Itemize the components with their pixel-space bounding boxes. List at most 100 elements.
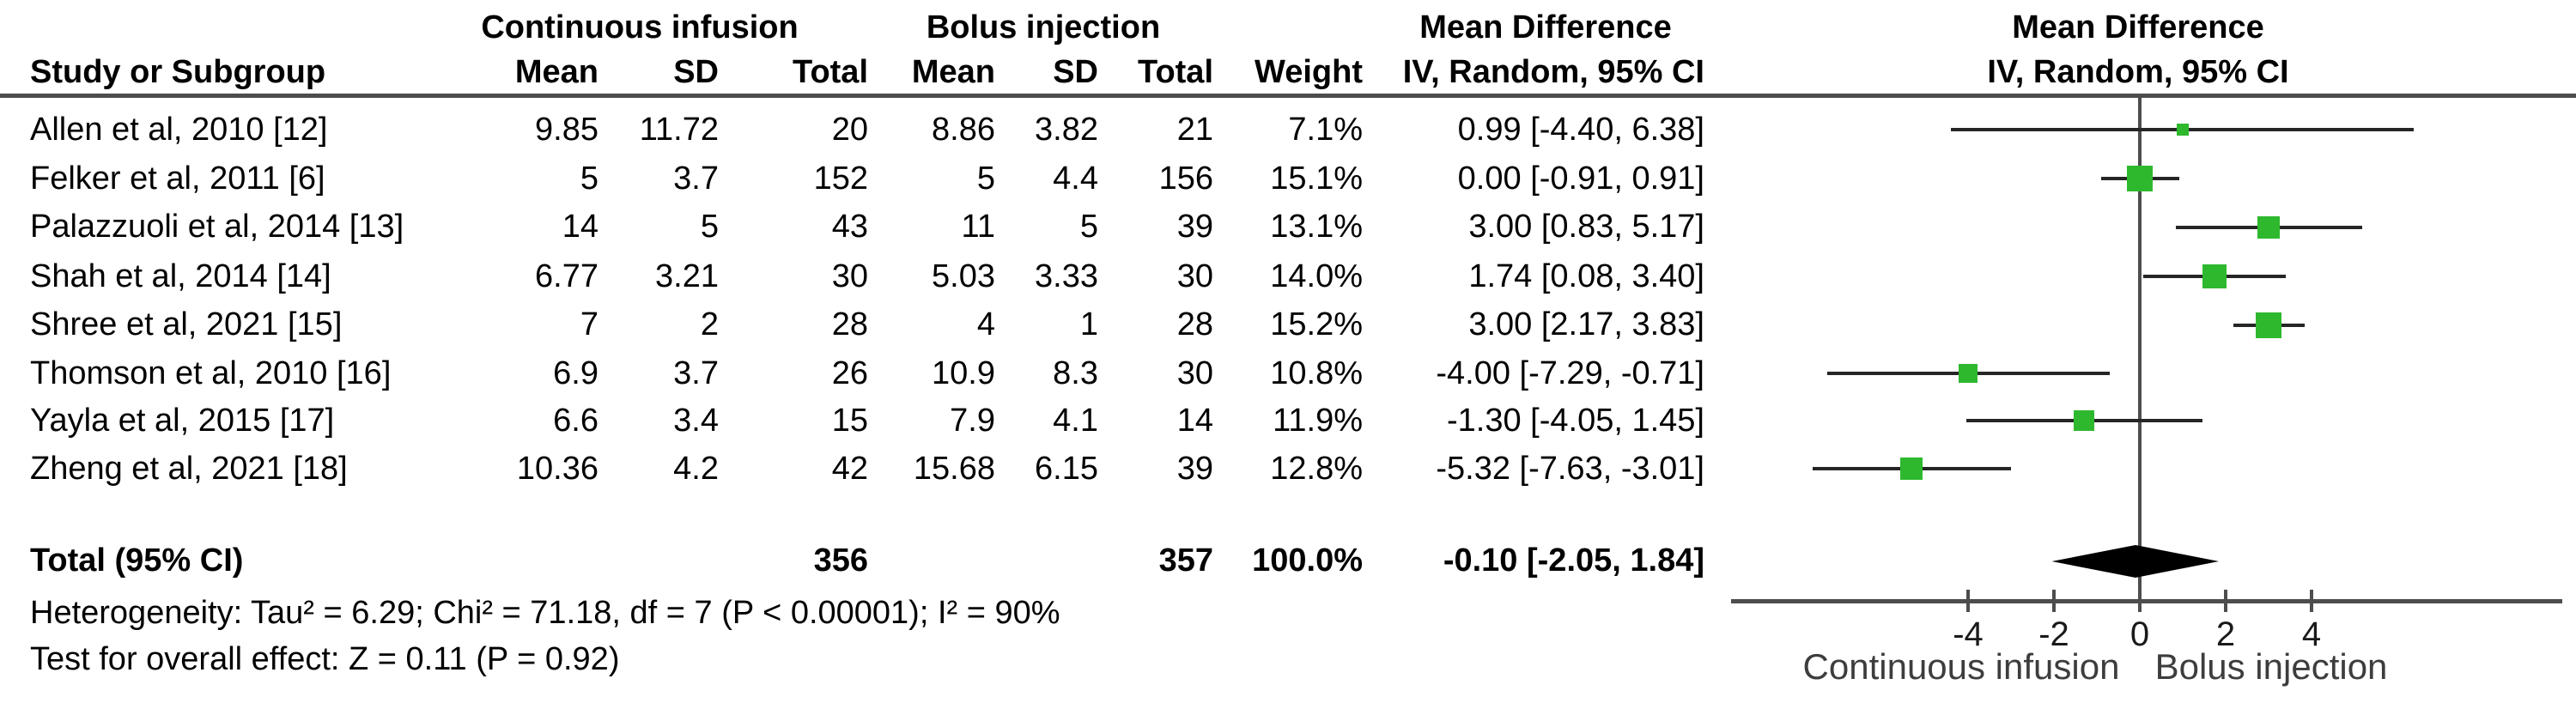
- study-label: Yayla et al, 2015 [17]: [30, 403, 335, 439]
- mean1-value: 14: [562, 209, 598, 245]
- total1-value: 152: [813, 161, 868, 197]
- effect-marker: [2074, 410, 2094, 431]
- mean1-value: 10.36: [516, 451, 598, 487]
- study-label: Palazzuoli et al, 2014 [13]: [30, 209, 404, 245]
- study-label: Zheng et al, 2021 [18]: [30, 451, 348, 487]
- mean2-value: 10.9: [932, 355, 995, 391]
- col-header-total1: Total: [793, 54, 868, 90]
- total2-sum: 357: [1158, 542, 1213, 579]
- overall-effect-text: Test for overall effect: Z = 0.11 (P = 0…: [30, 641, 620, 677]
- total2-value: 30: [1176, 355, 1213, 391]
- col-header-sd1: SD: [673, 54, 719, 90]
- sd1-value: 2: [700, 306, 719, 342]
- col-header-mean2: Mean: [911, 54, 995, 90]
- total1-sum: 356: [813, 542, 868, 579]
- ci-value: 1.74 [0.08, 3.40]: [1468, 258, 1704, 294]
- ci-value: 0.99 [-4.40, 6.38]: [1457, 112, 1704, 148]
- weight-value: 15.1%: [1270, 161, 1363, 197]
- heterogeneity-text: Heterogeneity: Tau² = 6.29; Chi² = 71.18…: [30, 595, 1060, 631]
- effect-marker: [1900, 457, 1923, 480]
- mean1-value: 6.9: [553, 355, 598, 391]
- mean2-value: 11: [961, 209, 995, 245]
- table-row: Shah et al, 2014 [14] 6.77 3.21 30 5.03 …: [0, 252, 2576, 301]
- total-ci: -0.10 [-2.05, 1.84]: [1443, 542, 1704, 579]
- sd1-value: 5: [700, 209, 719, 245]
- weight-value: 10.8%: [1270, 355, 1363, 391]
- mean2-value: 5: [976, 161, 995, 197]
- total2-value: 14: [1176, 403, 1213, 439]
- col-header-total2: Total: [1138, 54, 1213, 90]
- ci-value: -4.00 [-7.29, -0.71]: [1436, 355, 1704, 391]
- mean1-value: 9.85: [535, 112, 598, 148]
- total2-value: 39: [1176, 209, 1213, 245]
- table-row: Zheng et al, 2021 [18] 10.36 4.2 42 15.6…: [0, 445, 2576, 494]
- ci-value: 3.00 [0.83, 5.17]: [1468, 209, 1704, 245]
- header-separator-line: [0, 94, 2576, 98]
- total1-value: 20: [831, 112, 868, 148]
- col-header-study: Study or Subgroup: [30, 54, 326, 90]
- header-group-row: Continuous infusion Bolus injection Mean…: [0, 3, 2576, 52]
- weight-value: 12.8%: [1270, 451, 1363, 487]
- sd2-value: 6.15: [1035, 451, 1098, 487]
- total1-value: 15: [831, 403, 868, 439]
- mean2-value: 4: [976, 306, 995, 342]
- zero-effect-line: [2138, 96, 2142, 612]
- total1-value: 42: [831, 451, 868, 487]
- sd1-value: 3.21: [655, 258, 719, 294]
- sd2-value: 3.33: [1035, 258, 1098, 294]
- weight-value: 11.9%: [1273, 403, 1363, 439]
- effect-marker: [1959, 364, 1978, 383]
- effect-marker: [2202, 264, 2227, 288]
- effect-marker: [2127, 166, 2153, 191]
- col-header-ci: IV, Random, 95% CI: [1402, 54, 1704, 90]
- table-row: Yayla et al, 2015 [17] 6.6 3.4 15 7.9 4.…: [0, 397, 2576, 445]
- sd1-value: 11.72: [639, 112, 719, 148]
- total2-value: 39: [1176, 451, 1213, 487]
- ci-value: -1.30 [-4.05, 1.45]: [1447, 403, 1704, 439]
- col-header-weight: Weight: [1255, 54, 1363, 90]
- method-plot-header: IV, Random, 95% CI: [1987, 54, 2289, 90]
- group1-header: Continuous infusion: [481, 9, 799, 45]
- sd1-value: 3.4: [673, 403, 719, 439]
- total2-value: 30: [1176, 258, 1213, 294]
- heterogeneity-row: Heterogeneity: Tau² = 6.29; Chi² = 71.18…: [0, 589, 2576, 638]
- tick-label: 0: [2129, 615, 2150, 653]
- group2-header: Bolus injection: [926, 9, 1161, 45]
- mean2-value: 5.03: [932, 258, 995, 294]
- col-header-mean1: Mean: [514, 54, 598, 90]
- mean2-value: 15.68: [913, 451, 995, 487]
- table-row: Palazzuoli et al, 2014 [13] 14 5 43 11 5…: [0, 203, 2576, 251]
- x-axis-line: [1731, 599, 2562, 603]
- mean1-value: 7: [580, 306, 598, 342]
- weight-value: 15.2%: [1270, 306, 1363, 342]
- table-row: Allen et al, 2010 [12] 9.85 11.72 20 8.8…: [0, 106, 2576, 155]
- effect-marker: [2176, 124, 2189, 136]
- total-weight: 100.0%: [1252, 542, 1363, 579]
- total1-value: 26: [831, 355, 868, 391]
- study-label: Thomson et al, 2010 [16]: [30, 355, 392, 391]
- weight-value: 7.1%: [1288, 112, 1363, 148]
- sd1-value: 3.7: [673, 161, 719, 197]
- favours-left-label: Continuous infusion: [1802, 646, 2120, 687]
- axis-tick: [1966, 590, 1970, 612]
- effect-marker: [2256, 312, 2281, 338]
- mean2-value: 7.9: [950, 403, 995, 439]
- study-label: Allen et al, 2010 [12]: [30, 112, 328, 148]
- study-label: Felker et al, 2011 [6]: [30, 161, 325, 197]
- table-row: Felker et al, 2011 [6] 5 3.7 152 5 4.4 1…: [0, 155, 2576, 203]
- weight-value: 14.0%: [1270, 258, 1363, 294]
- tick-label: 4: [2301, 615, 2322, 653]
- sd2-value: 4.4: [1053, 161, 1098, 197]
- table-row: Thomson et al, 2010 [16] 6.9 3.7 26 10.9…: [0, 349, 2576, 398]
- ci-value: -5.32 [-7.63, -3.01]: [1436, 451, 1704, 487]
- tick-label: -4: [1953, 615, 1984, 653]
- study-label: Shree et al, 2021 [15]: [30, 306, 343, 342]
- total1-value: 30: [831, 258, 868, 294]
- summary-diamond: [2051, 545, 2219, 578]
- tick-label: -2: [2038, 615, 2069, 653]
- total2-value: 21: [1176, 112, 1213, 148]
- total1-value: 28: [831, 306, 868, 342]
- sd2-value: 3.82: [1035, 112, 1098, 148]
- favours-right-label: Bolus injection: [2154, 646, 2388, 687]
